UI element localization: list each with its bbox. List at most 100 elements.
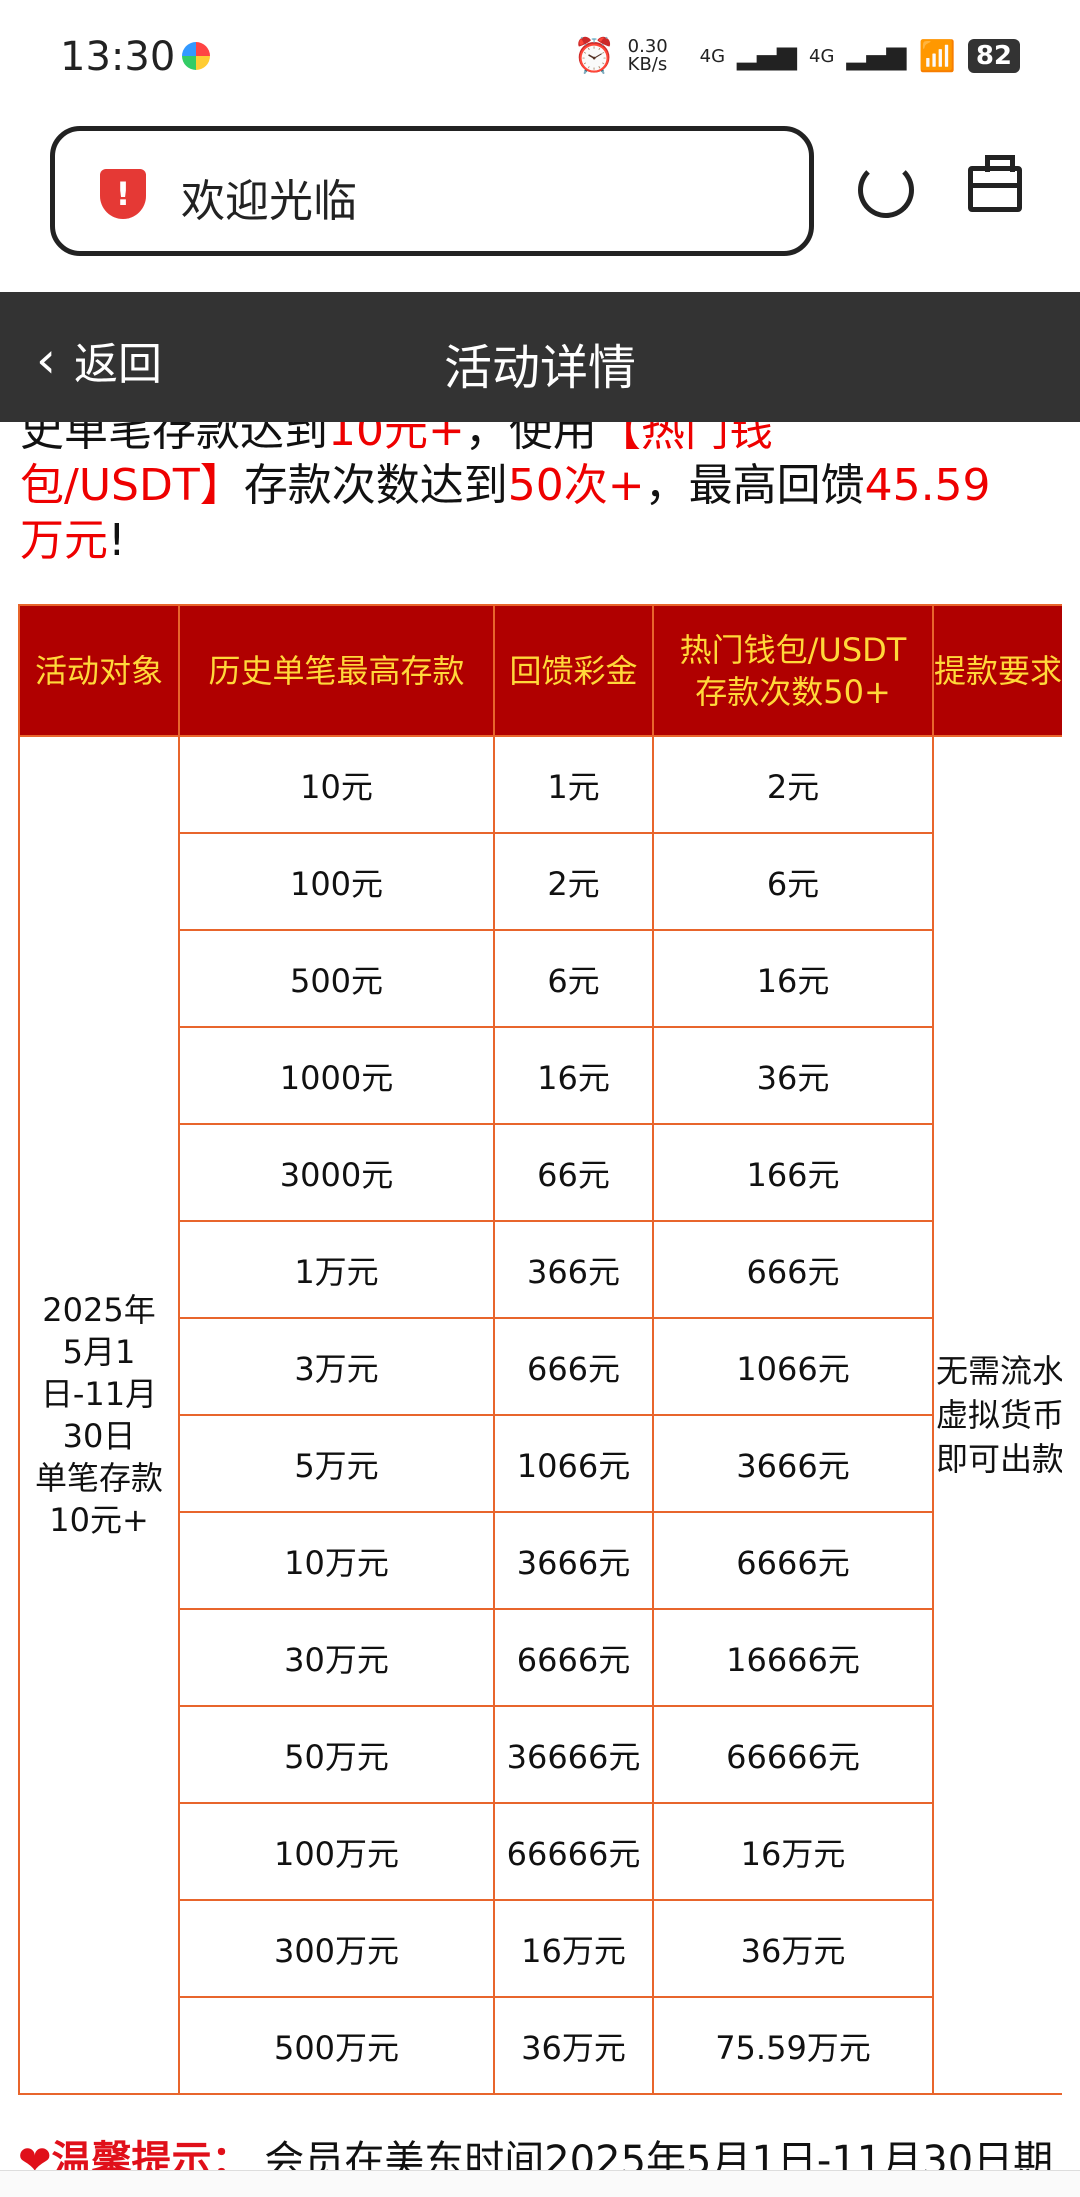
bonus-table: 活动对象 历史单笔最高存款 回馈彩金 热门钱包/USDT 存款次数50+ 提款要求…	[18, 604, 1062, 2095]
signal-2-icon: 4G	[809, 45, 835, 67]
battery-level: 82	[967, 39, 1020, 73]
signal-bars-icon: ▂▄▆	[737, 41, 798, 71]
intro-text: !	[108, 515, 126, 566]
intro-highlight: 45.59	[864, 460, 991, 511]
bonus-cell: 66666元	[493, 1802, 654, 1901]
requirement-line: 无需流水	[936, 1352, 1062, 1390]
deposit-cell: 5万元	[178, 1414, 495, 1513]
clock: 13:30	[60, 34, 176, 80]
app-notification-icon	[182, 42, 210, 70]
status-icons: ⏰ 0.30 KB/s 4G ▂▄▆ 4G ▂▄▆ 📶 82	[573, 36, 1020, 76]
bonus-cell: 66元	[493, 1123, 654, 1222]
col-header-withdraw: 提款要求	[932, 604, 1062, 737]
address-text[interactable]: 欢迎光临	[181, 176, 357, 227]
bonus-cell: 1066元	[493, 1414, 654, 1513]
signal-1-icon: 4G	[699, 45, 726, 67]
deposit-cell: 3000元	[178, 1123, 495, 1222]
table-row: 300万元 16万元 36万元	[19, 1899, 1062, 1998]
bonus-cell: 366元	[493, 1220, 654, 1319]
target-cell: 2025年 5月1 日-11月 30日单笔存款 10元+	[18, 735, 180, 2095]
target-line: 单笔存款	[34, 1459, 163, 1497]
deposit-cell: 50万元	[178, 1705, 495, 1804]
deposit-cell: 100元	[178, 832, 495, 931]
target-line: 日-11月	[40, 1375, 158, 1413]
col-header-deposit: 历史单笔最高存款	[178, 604, 495, 737]
target-line: 2025年	[42, 1291, 156, 1329]
table-row: 10万元 3666元 6666元	[19, 1511, 1062, 1610]
table-row: 500万元 36万元 75.59万元	[19, 1996, 1062, 2095]
deposit-cell: 10元	[178, 735, 495, 834]
table-row: 100万元 66666元 16万元	[19, 1802, 1062, 1901]
table-row: 1万元 366元 666元	[19, 1220, 1062, 1319]
requirement-cell: 无需流水虚拟货币即可出款	[932, 735, 1062, 2095]
intro-text: 存款次数达到	[243, 460, 508, 511]
wallet-bonus-cell: 166元	[652, 1123, 934, 1222]
intro-highlight: 50次+	[507, 460, 645, 511]
bonus-cell: 16元	[493, 1026, 654, 1125]
table-row: 100元 2元 6元	[19, 832, 1062, 931]
wallet-bonus-cell: 16666元	[652, 1608, 934, 1707]
bonus-cell: 2元	[493, 832, 654, 931]
wallet-bonus-cell: 16万元	[652, 1802, 934, 1901]
deposit-cell: 100万元	[178, 1802, 495, 1901]
wallet-bonus-cell: 16元	[652, 929, 934, 1028]
table-row: 30万元 6666元 16666元	[19, 1608, 1062, 1707]
toolbox-icon[interactable]	[968, 155, 1022, 212]
bonus-cell: 3666元	[493, 1511, 654, 1610]
requirement-line: 虚拟货币	[936, 1396, 1062, 1434]
back-button[interactable]: ‹ 返回	[36, 328, 162, 392]
nav-header: ‹ 返回 活动详情	[0, 292, 1080, 422]
wallet-bonus-cell: 666元	[652, 1220, 934, 1319]
wallet-bonus-cell: 66666元	[652, 1705, 934, 1804]
target-line: 10元+	[49, 1501, 149, 1539]
bonus-cell: 16万元	[493, 1899, 654, 1998]
net-speed: 0.30 KB/s	[627, 36, 668, 75]
target-line: 5月1	[62, 1333, 136, 1371]
wallet-bonus-cell: 75.59万元	[652, 1996, 934, 2095]
col-header-bonus: 回馈彩金	[493, 604, 654, 737]
bonus-cell: 6元	[493, 929, 654, 1028]
wifi-icon: 📶	[918, 38, 956, 74]
table-row: 50万元 36666元 66666元	[19, 1705, 1062, 1804]
bonus-cell: 666元	[493, 1317, 654, 1416]
deposit-cell: 1万元	[178, 1220, 495, 1319]
wallet-bonus-cell: 6元	[652, 832, 934, 931]
table-row: 500元 6元 16元	[19, 929, 1062, 1028]
col-header-wallet: 热门钱包/USDT 存款次数50+	[652, 604, 934, 737]
chevron-left-icon: ‹	[36, 331, 56, 389]
address-bar[interactable]: ! 欢迎光临	[50, 126, 814, 256]
deposit-cell: 1000元	[178, 1026, 495, 1125]
bottom-edge	[0, 2170, 1080, 2197]
security-shield-icon[interactable]: !	[100, 169, 146, 219]
col-header-target: 活动对象	[18, 604, 180, 737]
bonus-cell: 36666元	[493, 1705, 654, 1804]
refresh-icon[interactable]	[858, 162, 914, 218]
header-line: 存款次数50+	[695, 672, 891, 711]
deposit-cell: 10万元	[178, 1511, 495, 1610]
wallet-bonus-cell: 2元	[652, 735, 934, 834]
back-label: 返回	[74, 339, 162, 390]
bonus-cell: 6666元	[493, 1608, 654, 1707]
wallet-bonus-cell: 1066元	[652, 1317, 934, 1416]
table-row: 3万元 666元 1066元	[19, 1317, 1062, 1416]
signal-bars-icon: ▂▄▆	[846, 41, 907, 71]
intro-text: ，最高回馈	[644, 460, 865, 511]
requirement-line: 即可出款	[936, 1440, 1062, 1478]
wallet-bonus-cell: 36万元	[652, 1899, 934, 1998]
deposit-cell: 3万元	[178, 1317, 495, 1416]
alarm-icon: ⏰	[573, 36, 616, 76]
status-bar: 13:30 ⏰ 0.30 KB/s 4G ▂▄▆ 4G ▂▄▆ 📶 82	[0, 0, 1080, 110]
deposit-cell: 30万元	[178, 1608, 495, 1707]
wallet-bonus-cell: 6666元	[652, 1511, 934, 1610]
bonus-cell: 36万元	[493, 1996, 654, 2095]
deposit-cell: 500元	[178, 929, 495, 1028]
intro-highlight: 万元	[20, 515, 108, 566]
intro-highlight: 包/USDT】	[20, 460, 244, 511]
page-title: 活动详情	[443, 340, 636, 396]
wallet-bonus-cell: 3666元	[652, 1414, 934, 1513]
table-row: 3000元 66元 166元	[19, 1123, 1062, 1222]
deposit-cell: 300万元	[178, 1899, 495, 1998]
target-line: 30日	[62, 1417, 136, 1455]
promo-description: 史单笔存款达到10元+，使用【热门钱 包/USDT】存款次数达到50次+，最高回…	[20, 403, 1070, 568]
deposit-cell: 500万元	[178, 1996, 495, 2095]
